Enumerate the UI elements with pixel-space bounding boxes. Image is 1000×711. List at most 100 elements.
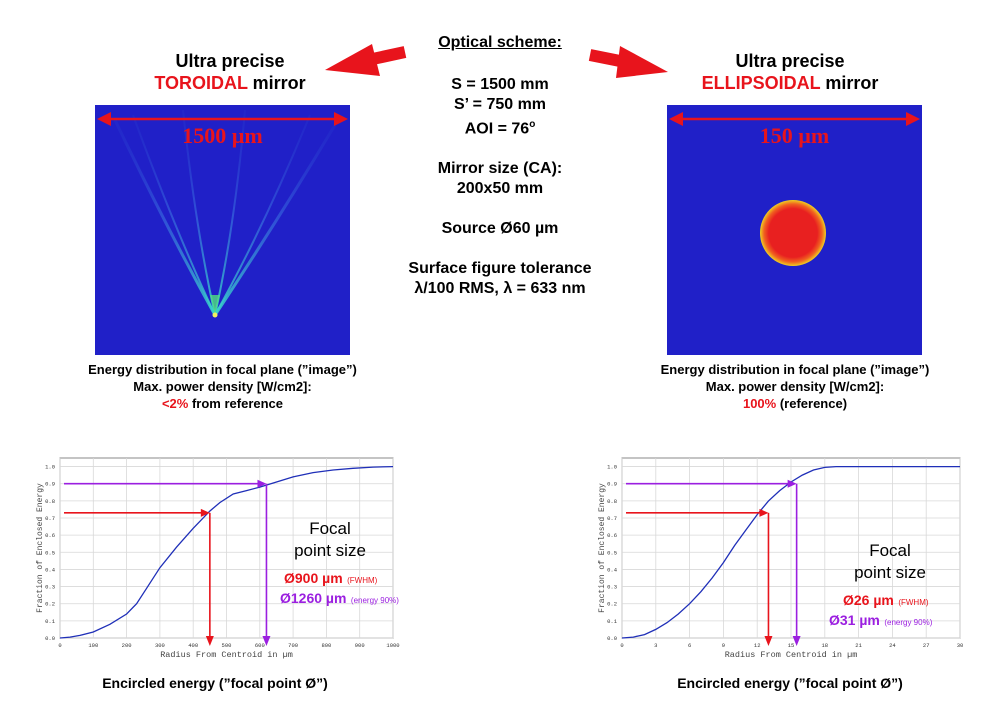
left-fwhm: Ø900 µm (FWHM)	[284, 570, 377, 588]
energy90-vertical-arrowhead	[792, 636, 801, 646]
x-tick-label: 12	[754, 642, 761, 649]
right-fwhm-value: Ø26 µm	[843, 592, 894, 608]
right-energy90-note: (energy 90%)	[884, 618, 933, 627]
right-mirror-type: ELLIPSOIDAL	[701, 73, 821, 93]
right-focal-label: Focal point size	[854, 541, 926, 582]
y-tick-label: 0.5	[607, 549, 617, 556]
fwhm-vertical-arrowhead	[764, 636, 773, 646]
right-focal-info: Focal point size	[830, 540, 950, 584]
x-tick-label: 9	[722, 642, 725, 649]
scheme-source-distance: S = 1500 mm	[451, 76, 549, 93]
right-captions: Energy distribution in focal plane (”ima…	[600, 361, 990, 412]
left-focal-info: Focal point size	[270, 518, 390, 562]
left-scale-arrow	[97, 112, 348, 126]
right-energy90-value: Ø31 µm	[829, 612, 880, 628]
left-energy90: Ø1260 µm (energy 90%)	[280, 590, 399, 608]
x-tick-label: 800	[321, 642, 331, 649]
y-tick-label: 0.7	[607, 515, 617, 522]
y-tick-label: 0.7	[45, 515, 55, 522]
left-fwhm-note: (FWHM)	[347, 576, 378, 585]
left-title-line1: Ultra precise	[175, 51, 285, 71]
left-title: Ultra precise TOROIDAL mirror	[95, 50, 365, 94]
x-axis-label: Radius From Centroid in µm	[725, 650, 858, 660]
x-tick-label: 900	[355, 642, 365, 649]
right-caption-density: 100% (reference)	[742, 396, 848, 411]
scheme-mirror-size-label: Mirror size (CA):	[437, 160, 563, 178]
left-mirror-type: TOROIDAL	[154, 73, 248, 93]
right-energy-image: 150 µm	[667, 105, 922, 355]
y-tick-label: 1.0	[607, 464, 617, 471]
x-tick-label: 200	[122, 642, 132, 649]
y-tick-label: 0.8	[607, 498, 617, 505]
right-title: Ultra precise ELLIPSOIDAL mirror	[660, 50, 920, 94]
left-title-line2: TOROIDAL mirror	[154, 73, 306, 93]
y-tick-label: 0.3	[607, 584, 617, 591]
scheme-title: Optical scheme:	[438, 34, 562, 51]
right-energy90: Ø31 µm (energy 90%)	[829, 612, 932, 630]
left-chart-svg: 0 100 200 300 400 500 600 700 800 900 1000 0.0 0.1 0.…	[36, 457, 400, 660]
x-tick-label: 21	[855, 642, 862, 649]
left-encircled-energy-chart: 0 100 200 300 400 500 600 700 800 900 1000 0.0 0.1 0.…	[20, 452, 400, 667]
x-tick-label: 24	[889, 642, 896, 649]
x-tick-label: 300	[155, 642, 165, 649]
energy90-horizontal-arrowhead	[257, 479, 267, 488]
right-scale-arrow	[669, 112, 920, 126]
left-scale-label: 1500 µm	[182, 123, 263, 148]
y-tick-label: 0.0	[607, 635, 617, 642]
optical-scheme: Optical scheme: S = 1500 mm S’ = 750 mm …	[390, 33, 610, 299]
x-tick-label: 0	[58, 642, 61, 649]
x-tick-label: 3	[654, 642, 657, 649]
x-tick-label: 6	[688, 642, 691, 649]
right-title-line1: Ultra precise	[735, 51, 845, 71]
y-tick-label: 0.4	[45, 566, 56, 573]
x-tick-label: 700	[288, 642, 298, 649]
left-energy-image: 1500 µm	[95, 105, 350, 355]
fwhm-vertical-arrowhead	[205, 636, 214, 646]
y-tick-label: 0.4	[607, 566, 618, 573]
fwhm-horizontal-arrowhead	[200, 508, 210, 517]
y-tick-label: 0.3	[45, 584, 55, 591]
scheme-source: Source Ø60 µm	[441, 220, 559, 238]
arrow-to-right-mirror	[588, 46, 668, 78]
x-tick-label: 15	[788, 642, 795, 649]
right-bottom-caption: Encircled energy (”focal point Ø”)	[677, 675, 903, 691]
encircled-energy-curve	[59, 465, 394, 639]
right-chart-svg: 0 3 6 9 12 15 18 21 24 27 30 0.0 0.1 0.2 0.3 0.4 0.5 0.6 0…	[598, 457, 963, 660]
y-tick-label: 0.2	[607, 601, 617, 608]
y-tick-label: 0.2	[45, 601, 55, 608]
arrow-to-left-mirror	[325, 44, 407, 76]
x-tick-label: 18	[821, 642, 828, 649]
fwhm-horizontal-arrowhead	[759, 508, 769, 517]
scheme-aoi: AOI = 76o	[464, 119, 536, 138]
left-caption-density: <2% from reference	[161, 396, 284, 411]
x-tick-label: 400	[188, 642, 198, 649]
scheme-mirror-size: 200x50 mm	[456, 180, 544, 198]
y-tick-label: 1.0	[45, 464, 55, 471]
x-axis-label: Radius From Centroid in µm	[160, 650, 293, 660]
scheme-image-distance: S’ = 750 mm	[453, 96, 547, 113]
y-tick-label: 0.6	[607, 532, 617, 539]
x-tick-label: 500	[222, 642, 232, 649]
right-caption-distribution: Energy distribution in focal plane (”ima…	[660, 362, 930, 377]
x-tick-label: 1000	[386, 642, 399, 649]
energy90-horizontal-arrowhead	[787, 479, 797, 488]
encircled-energy-curve	[621, 465, 960, 639]
arrows-overlay	[325, 44, 668, 78]
left-focal-label: Focal point size	[294, 519, 366, 560]
right-caption-density-label: Max. power density [W/cm2]:	[705, 379, 885, 394]
left-caption-density-label: Max. power density [W/cm2]:	[133, 379, 312, 394]
left-energy90-value: Ø1260 µm	[280, 590, 347, 606]
left-caption-distribution: Energy distribution in focal plane (”ima…	[88, 362, 357, 377]
y-tick-label: 0.1	[45, 618, 56, 625]
y-tick-label: 0.5	[45, 549, 55, 556]
y-tick-label: 0.9	[607, 481, 617, 488]
right-title-line2: ELLIPSOIDAL mirror	[701, 73, 879, 93]
y-axis-label: Fraction of Enclosed Energy	[598, 483, 607, 613]
x-tick-label: 600	[255, 642, 265, 649]
x-tick-label: 0	[620, 642, 623, 649]
right-fwhm: Ø26 µm (FWHM)	[843, 592, 929, 610]
y-tick-label: 0.1	[607, 618, 618, 625]
x-tick-label: 100	[88, 642, 98, 649]
left-captions: Energy distribution in focal plane (”ima…	[30, 361, 415, 412]
y-tick-label: 0.6	[45, 532, 55, 539]
